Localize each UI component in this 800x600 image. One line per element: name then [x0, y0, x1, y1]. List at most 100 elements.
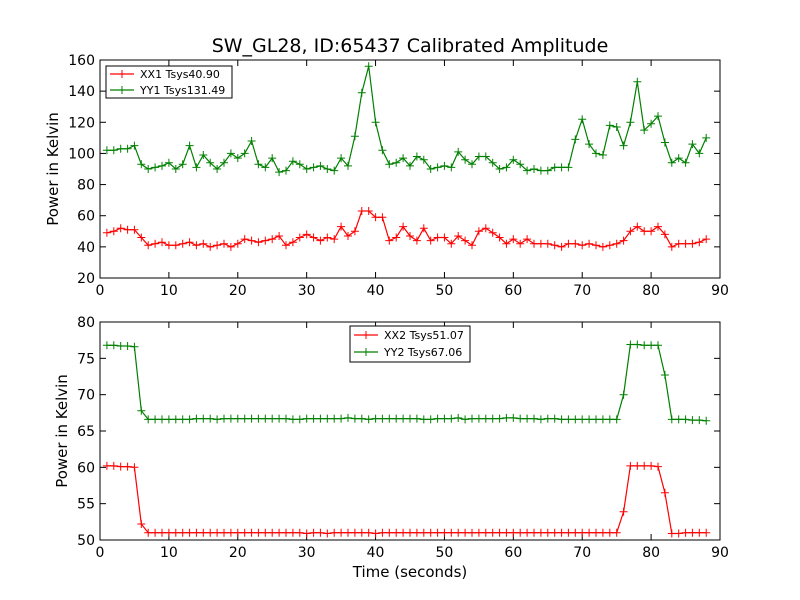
data-point-marker: [474, 528, 483, 537]
data-point-marker: [344, 528, 352, 537]
data-point-marker: [495, 233, 504, 242]
data-point-marker: [674, 529, 683, 538]
data-point-marker: [619, 390, 628, 399]
x-tick-label: 80: [642, 545, 660, 561]
data-point-marker: [640, 126, 649, 135]
data-point-marker: [426, 528, 435, 537]
data-point-marker: [530, 165, 538, 173]
data-point-marker: [199, 151, 208, 159]
data-point-marker: [619, 507, 628, 516]
data-point-marker: [633, 461, 642, 470]
data-point-marker: [536, 166, 545, 175]
data-point-marker: [178, 160, 187, 169]
data-point-marker: [702, 416, 711, 425]
data-point-marker: [171, 241, 180, 250]
data-point-marker: [571, 239, 580, 248]
data-point-marker: [220, 239, 228, 248]
data-point-marker: [344, 232, 352, 240]
data-point-marker: [688, 528, 697, 537]
data-point-marker: [282, 241, 290, 250]
data-point-marker: [447, 528, 456, 537]
data-point-marker: [123, 342, 132, 350]
data-point-marker: [695, 416, 704, 425]
data-point-marker: [674, 239, 683, 248]
data-point-marker: [364, 415, 373, 424]
data-point-marker: [371, 414, 380, 423]
data-point-marker: [488, 414, 497, 423]
y-tick-label: 50: [77, 533, 95, 549]
data-point-marker: [130, 225, 139, 234]
data-point-marker: [268, 235, 277, 244]
data-point-marker: [412, 152, 421, 161]
data-point-marker: [598, 415, 607, 424]
data-point-marker: [681, 158, 690, 167]
x-tick-label: 40: [367, 545, 385, 561]
data-point-marker: [309, 163, 318, 172]
data-point-marker: [213, 528, 222, 537]
data-point-marker: [536, 528, 545, 537]
data-point-marker: [178, 528, 187, 537]
data-point-marker: [516, 160, 525, 169]
data-point-marker: [295, 415, 304, 424]
x-tick-label: 90: [711, 545, 729, 561]
bottom-legend-box: [349, 325, 471, 363]
data-point-marker: [254, 238, 263, 247]
data-point-marker: [461, 415, 470, 424]
series-line-xx: [106, 210, 707, 248]
data-point-marker: [330, 528, 339, 537]
y-tick-label: 40: [77, 240, 95, 256]
y-tick-label: 75: [77, 351, 95, 367]
data-point-marker: [523, 166, 532, 175]
data-point-marker: [378, 414, 387, 423]
data-point-marker: [185, 415, 194, 424]
data-point-marker: [364, 62, 373, 71]
data-point-marker: [406, 232, 414, 240]
data-point-marker: [288, 238, 297, 247]
data-point-marker: [550, 163, 559, 172]
data-point-marker: [220, 158, 228, 167]
data-point-marker: [647, 119, 656, 128]
data-point-marker: [364, 528, 373, 537]
data-point-marker: [585, 528, 594, 537]
data-point-marker: [702, 235, 711, 244]
data-point-marker: [667, 158, 676, 167]
data-point-marker: [337, 528, 346, 537]
data-point-marker: [523, 414, 532, 423]
data-point-marker: [688, 416, 697, 425]
data-point-marker: [199, 239, 208, 248]
x-tick-label: 80: [642, 283, 660, 299]
data-point-marker: [516, 239, 525, 248]
data-point-marker: [116, 224, 125, 233]
data-point-marker: [557, 415, 566, 424]
data-point-marker: [151, 415, 160, 424]
top-legend: XX1 Tsys40.90 YY1 Tsys131.49: [105, 65, 233, 99]
data-point-marker: [419, 528, 428, 537]
data-point-marker: [350, 414, 359, 423]
data-point-marker: [137, 520, 146, 528]
data-point-marker: [592, 415, 600, 424]
data-point-marker: [192, 414, 201, 423]
data-point-marker: [109, 146, 118, 155]
data-point-marker: [378, 146, 387, 155]
data-point-marker: [309, 233, 318, 242]
data-point-marker: [185, 238, 194, 247]
data-point-marker: [213, 241, 222, 250]
data-point-marker: [282, 528, 290, 537]
data-point-marker: [233, 414, 242, 423]
data-point-marker: [171, 528, 180, 537]
data-point-marker: [612, 123, 621, 131]
data-point-marker: [192, 528, 201, 537]
data-point-marker: [178, 415, 187, 424]
data-point-marker: [695, 528, 704, 537]
data-point-marker: [468, 528, 476, 537]
data-point-marker: [433, 233, 442, 242]
data-point-marker: [543, 528, 552, 537]
data-point-marker: [571, 528, 580, 537]
x-tick-label: 0: [96, 545, 105, 561]
x-tick-label: 70: [573, 545, 591, 561]
data-point-marker: [433, 163, 442, 172]
data-point-marker: [688, 140, 697, 149]
data-point-marker: [116, 144, 125, 153]
x-tick-label: 20: [229, 283, 247, 299]
data-point-marker: [164, 158, 173, 167]
